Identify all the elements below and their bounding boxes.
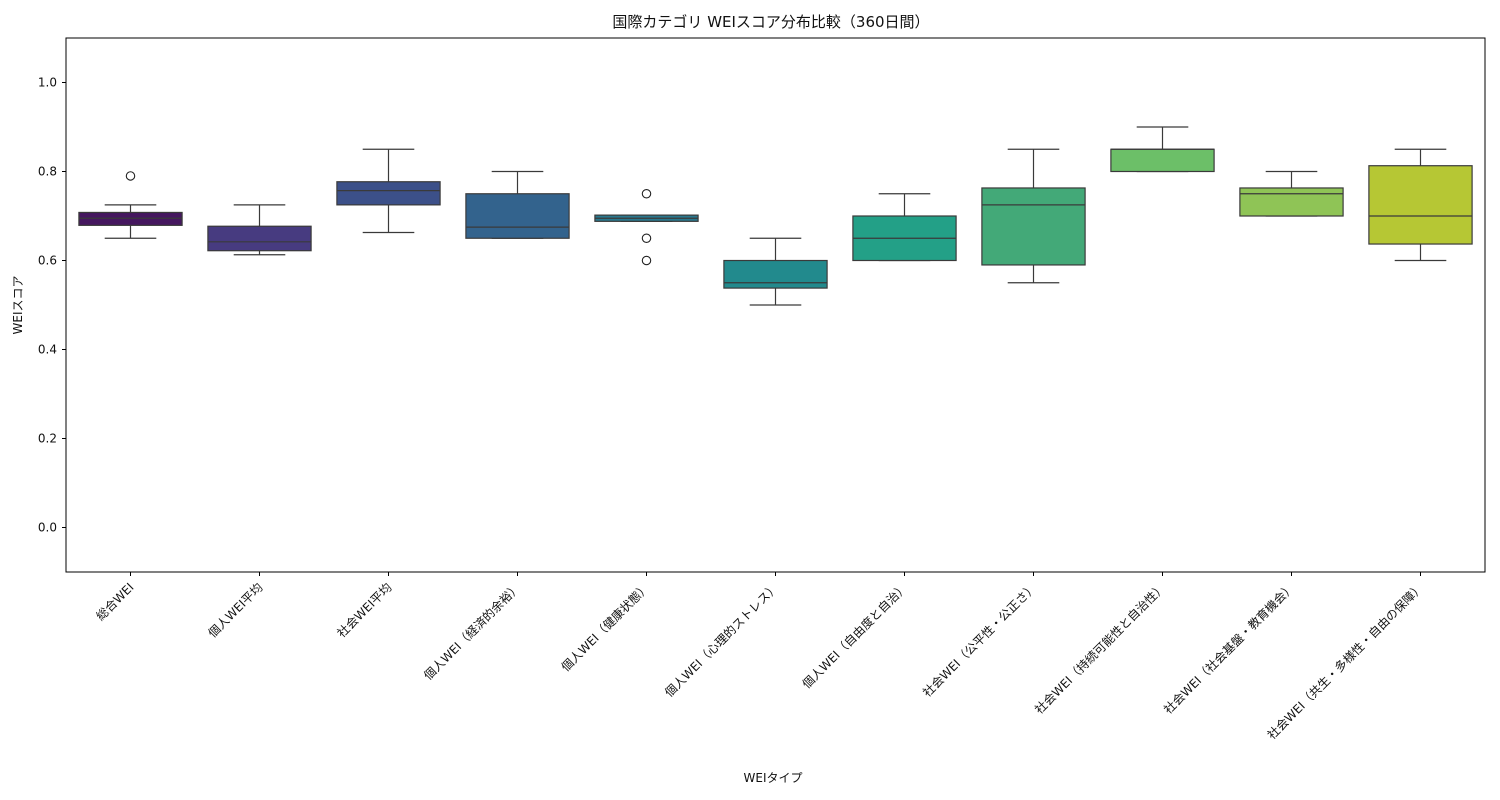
x-tick-label: 社会WEI（持続可能性と自治性）	[1031, 580, 1168, 717]
box	[1110, 148, 1215, 173]
box	[465, 193, 570, 239]
outlier-point	[641, 233, 652, 244]
box	[723, 259, 828, 289]
y-tick-label: 0.6	[38, 254, 57, 268]
y-tick-label: 0.4	[38, 343, 57, 357]
x-tick-label: 個人WEI（心理的ストレス）	[661, 580, 781, 700]
y-tick-label: 0.8	[38, 165, 57, 179]
x-tick-label: 総合WEI	[93, 580, 137, 624]
x-tick-label: 社会WEI平均	[334, 580, 395, 641]
outlier-point	[641, 189, 652, 199]
x-tick-label: 個人WEI平均	[206, 580, 266, 640]
box	[78, 211, 183, 226]
y-tick-label: 1.0	[38, 76, 57, 90]
x-tick-label: 社会WEI（共生・多様性・自由の保障）	[1264, 580, 1427, 743]
box	[1239, 187, 1344, 217]
box	[1368, 165, 1473, 245]
outlier-point	[125, 171, 136, 181]
x-tick-label: 個人WEI（自由度と自治）	[799, 580, 911, 692]
x-axis-label: WEIタイプ	[744, 771, 803, 785]
x-tick-label: 社会WEI（社会基盤・教育機会）	[1160, 580, 1297, 717]
y-tick-label: 0.0	[38, 521, 57, 535]
outlier-point	[641, 255, 652, 266]
y-tick-label: 0.2	[38, 432, 57, 446]
x-tick-label: 社会WEI（公平性・公正さ）	[919, 580, 1039, 700]
y-axis-label: WEIスコア	[11, 276, 25, 335]
x-tick-label: 個人WEI（健康状態）	[558, 580, 653, 675]
box	[336, 181, 441, 206]
box	[981, 187, 1086, 266]
x-tick-label: 個人WEI（経済的余裕）	[420, 580, 523, 683]
box	[207, 225, 312, 252]
chart-title: 国際カテゴリ WEIスコア分布比較（360日間）	[612, 13, 929, 31]
